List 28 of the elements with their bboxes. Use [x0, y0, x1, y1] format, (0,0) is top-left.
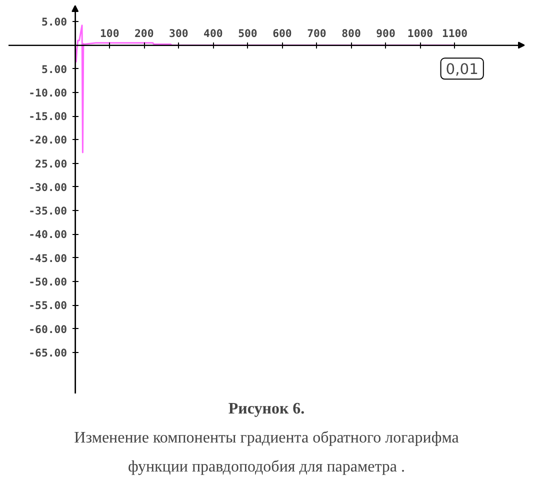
y-tick-label: -10.00	[28, 86, 68, 100]
y-tick-label: -15.00	[28, 110, 68, 124]
y-tick-label: -60.00	[28, 322, 68, 336]
y-tick-label: -65.00	[28, 346, 68, 360]
x-tick-label: 600	[272, 27, 292, 40]
x-tick-label: 1100	[442, 27, 468, 40]
y-tick-label: -55.00	[28, 299, 68, 312]
x-tick-label: 500	[238, 27, 258, 40]
y-tick-label: 25.00	[35, 157, 68, 170]
y-tick-label: -40.00	[28, 228, 68, 242]
text: Рисунок 6.	[228, 400, 305, 418]
x-tick-label: 800	[342, 27, 361, 40]
y-tick-label: 5.00	[41, 16, 68, 29]
text: Изменение компоненты градиента обратного логарифма функции правдоподобия для параметра .	[74, 430, 459, 476]
y-tick-label: -50.00	[28, 275, 68, 288]
x-tick-label: 900	[376, 27, 396, 40]
x-tick-label: 200	[134, 27, 154, 40]
x-tick-label: 300	[169, 27, 188, 40]
x-tick-label: 700	[307, 27, 326, 40]
annotation: 0,01	[446, 61, 478, 78]
y-tick-label: -20.00	[28, 134, 68, 147]
y-tick-label: -30.00	[28, 180, 68, 194]
x-tick-label: 1000	[407, 27, 434, 40]
y-tick-label: -35.00	[28, 204, 68, 218]
x-tick-label: 100	[100, 27, 120, 40]
x-tick-label: 400	[204, 27, 223, 40]
y-tick-label: -45.00	[28, 252, 68, 265]
y-tick-label: 5.00	[41, 62, 68, 76]
